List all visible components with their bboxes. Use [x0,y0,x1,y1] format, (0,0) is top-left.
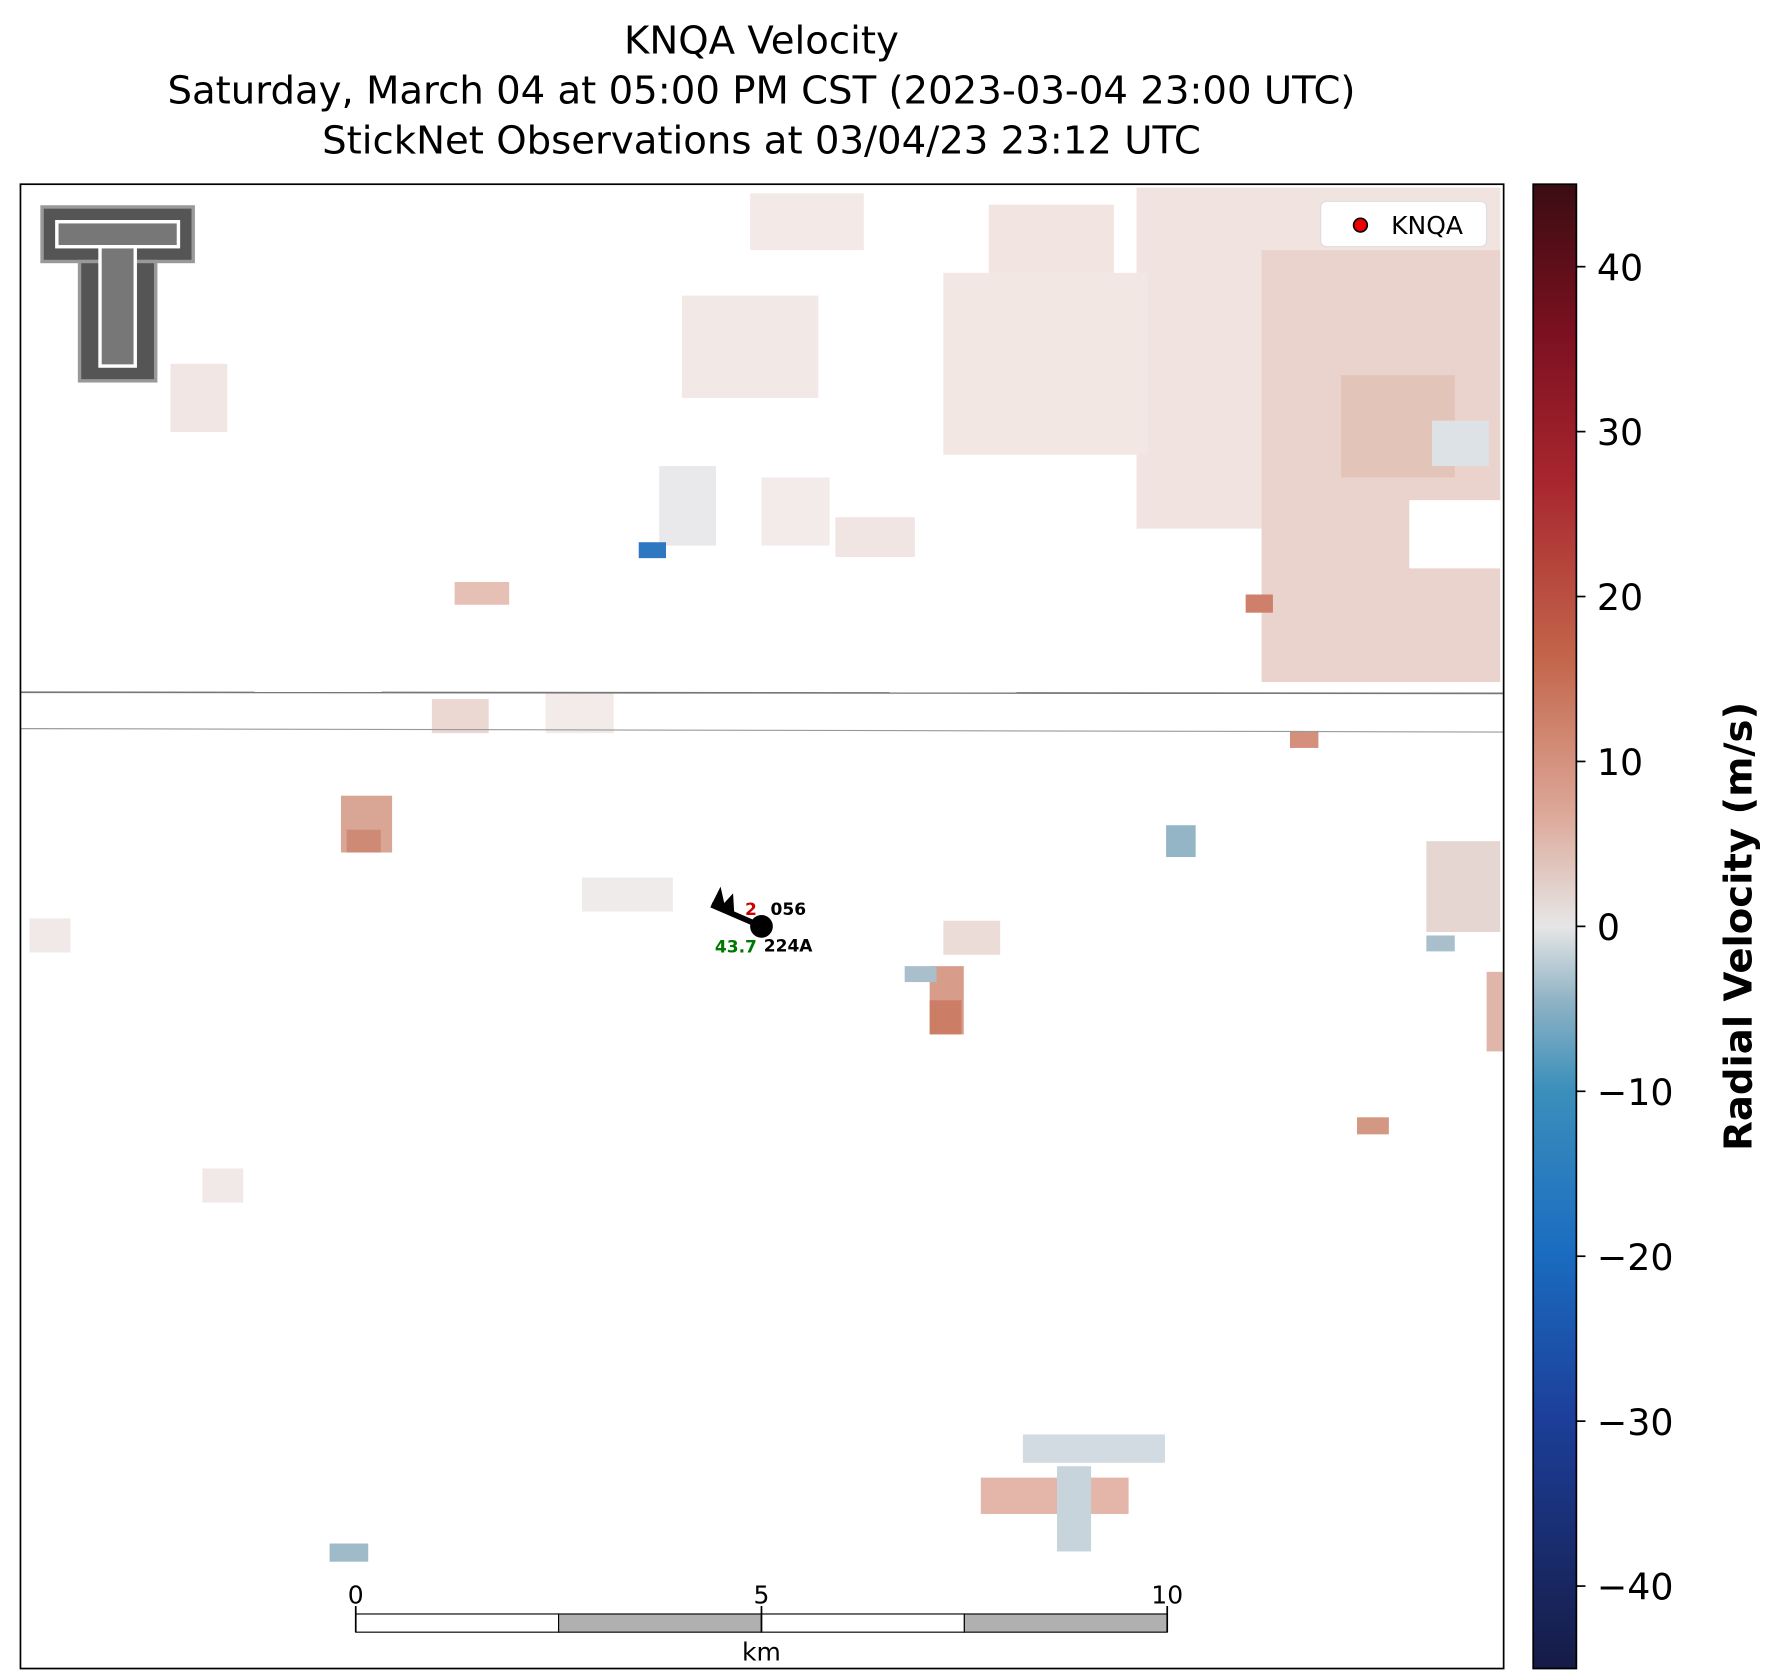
station-pressure: 056 [771,900,807,920]
subtitle: Saturday, March 04 at 05:00 PM CST (2023… [167,69,1355,114]
colorbar-tick-label: 20 [1597,576,1643,619]
colorbar-tick-label: −40 [1597,1566,1674,1609]
colorbar-tick-label: −10 [1597,1071,1674,1114]
colorbar-tick-label: 40 [1597,246,1643,289]
legend-box [1320,200,1488,248]
colorbar-gradient [1532,183,1578,1670]
scale-tick-label: 10 [1151,1581,1183,1610]
legend: KNQA [1320,200,1488,248]
station-dewpoint: 43.7 [715,938,757,958]
colorbar-tick-label: 10 [1597,741,1643,784]
colorbar-tick-label: −30 [1597,1401,1674,1444]
scale-tick-label: 5 [754,1581,770,1610]
colorbar-tick-label: 0 [1597,906,1620,949]
legend-marker [1352,217,1369,233]
legend-label: KNQA [1391,211,1463,240]
logo [40,205,195,383]
station-temperature: 2 [745,900,757,920]
station-marker [750,915,773,938]
station: 2 056 43.7 224A [710,886,814,958]
map-frame [19,183,1505,1670]
colorbar-tick-label: 30 [1597,411,1643,454]
colorbar: Radial Velocity (m/s) −40 −30 −20 −10 0 10 20 3… [1532,183,1761,1670]
titles: KNQA Velocity Saturday, March 04 at 05:0… [167,19,1355,164]
colorbar-label: Radial Velocity (m/s) [1716,702,1761,1151]
title: KNQA Velocity [624,19,899,64]
scale-unit: km [742,1638,781,1667]
subtitle: StickNet Observations at 03/04/23 23:12 … [322,119,1201,164]
boundary-line [20,728,1504,733]
scale-bar: km 0 5 10 [348,1581,1183,1667]
station-id: 224A [764,936,814,956]
boundary-line [20,691,1504,695]
radar-pixels [29,187,1504,1562]
scale-tick-label: 0 [348,1581,364,1610]
colorbar-tick-label: −20 [1597,1236,1674,1279]
